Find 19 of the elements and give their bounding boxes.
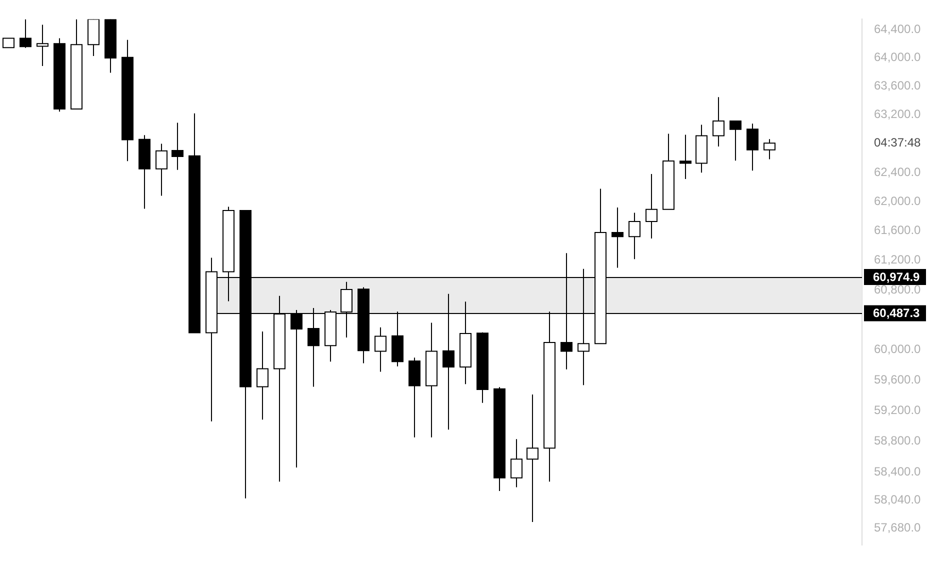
y-tick-label: 64,400.0 — [874, 22, 922, 36]
y-tick-label: 59,200.0 — [874, 402, 922, 417]
y-tick-label: 58,400.0 — [874, 464, 922, 478]
y-tick-label: 58,800.0 — [874, 434, 922, 448]
y-tick-label: 61,200.0 — [874, 252, 922, 267]
y-tick-label: 60,000.0 — [874, 342, 922, 356]
y-tick-label: 59,600.0 — [874, 372, 922, 386]
y-tick-label: 62,400.0 — [874, 164, 922, 179]
y-tick-label: 57,680.0 — [874, 520, 922, 535]
text: 04:37:48 — [874, 135, 922, 150]
y-tick-label: 64,000.0 — [874, 50, 922, 64]
ref-line-label: 60,487.3 — [873, 306, 920, 320]
y-tick-label: 62,000.0 — [874, 194, 922, 208]
y-tick-label: 61,600.0 — [874, 223, 922, 238]
y-tick-label: 63,200.0 — [874, 107, 922, 122]
y-tick-label: 58,040.0 — [874, 492, 922, 506]
ref-line-label: 60,974.9 — [873, 270, 920, 284]
y-tick-label: 63,600.0 — [874, 78, 922, 93]
y-tick-label: 60,800.0 — [874, 282, 922, 296]
